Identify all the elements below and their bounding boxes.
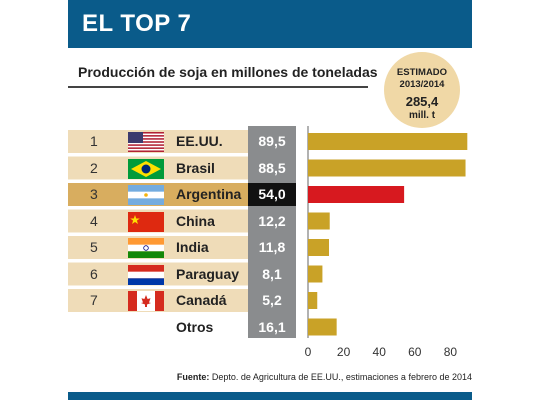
flag-china-icon (128, 211, 164, 232)
estimate-badge: ESTIMADO 2013/2014 285,4 mill. t (384, 52, 460, 128)
table-row: 3 Argentina (68, 183, 248, 206)
source-label: Fuente: (176, 372, 210, 382)
row-rank: 7 (90, 292, 98, 308)
row-value: 89,5 (258, 133, 286, 149)
bar-eeuu (308, 133, 468, 150)
bar-brasil (308, 159, 466, 177)
x-tick-label: 40 (373, 345, 387, 359)
row-country: Canadá (176, 292, 227, 308)
footer-bar (68, 392, 472, 400)
infographic: EL TOP 7 Producción de soja en millones … (68, 0, 472, 405)
row-value: 54,0 (248, 183, 296, 206)
table-row: 1 EE.UU. (68, 130, 248, 153)
badge-line2: 2013/2014 (399, 79, 445, 90)
source-footer: Fuente: Depto. de Agricultura de EE.UU.,… (68, 372, 472, 382)
badge-unit: mill. t (408, 110, 436, 121)
x-tick-label: 60 (408, 345, 422, 359)
row-rank: 3 (90, 186, 98, 202)
flag-canada-icon (128, 291, 164, 311)
row-country: Argentina (176, 186, 242, 202)
flag-usa-icon (128, 132, 164, 152)
row-rank: 4 (90, 212, 98, 229)
chart-subtitle: Producción de soja en millones de tonela… (78, 64, 378, 80)
row-rank: 5 (90, 239, 98, 255)
flag-argentina-icon (128, 185, 164, 205)
subtitle-underline (68, 86, 368, 88)
badge-value: 285,4 (405, 94, 439, 109)
row-country: Brasil (176, 159, 215, 176)
x-tick-label: 0 (305, 345, 312, 359)
badge-line1: ESTIMADO (396, 67, 448, 78)
row-rank: 6 (90, 265, 98, 282)
x-tick-label: 20 (337, 345, 351, 359)
table-row: 6 Paraguay (68, 263, 248, 286)
bar-argentina (308, 186, 405, 203)
bar-paraguay (308, 265, 323, 283)
row-country: India (176, 239, 209, 255)
row-value: 11,8 (258, 239, 286, 255)
bar-china (308, 212, 330, 230)
row-value: 5,2 (262, 292, 282, 308)
flag-india-icon (128, 238, 164, 258)
row-value: 88,5 (258, 159, 286, 176)
bar-chart: 0 20 40 60 80 (305, 126, 468, 359)
row-value: 12,2 (258, 212, 286, 229)
bar-india (308, 239, 330, 256)
bar-otros (308, 318, 337, 336)
row-country: Paraguay (176, 265, 240, 282)
header-title: EL TOP 7 (82, 10, 192, 37)
header-banner: EL TOP 7 (68, 0, 472, 48)
row-country: China (176, 212, 215, 229)
value-column (248, 126, 296, 338)
row-country: EE.UU. (176, 133, 223, 149)
x-tick-label: 80 (444, 345, 458, 359)
flag-paraguay-icon (128, 264, 164, 285)
table-row: 5 India (68, 236, 248, 259)
table-row: 7 Canadá (68, 289, 248, 312)
row-rank: 2 (90, 159, 98, 176)
row-value: 16,1 (258, 318, 286, 335)
row-country: Otros (176, 318, 214, 335)
bar-canad (308, 292, 318, 309)
source-text: Depto. de Agricultura de EE.UU., estimac… (209, 372, 472, 382)
table-row: Otros (68, 316, 248, 339)
table-row: 4 China (68, 210, 248, 233)
row-rank: 1 (90, 133, 98, 149)
flag-brazil-icon (128, 158, 164, 179)
table-row: 2 Brasil (68, 157, 248, 180)
row-value: 8,1 (262, 265, 282, 282)
